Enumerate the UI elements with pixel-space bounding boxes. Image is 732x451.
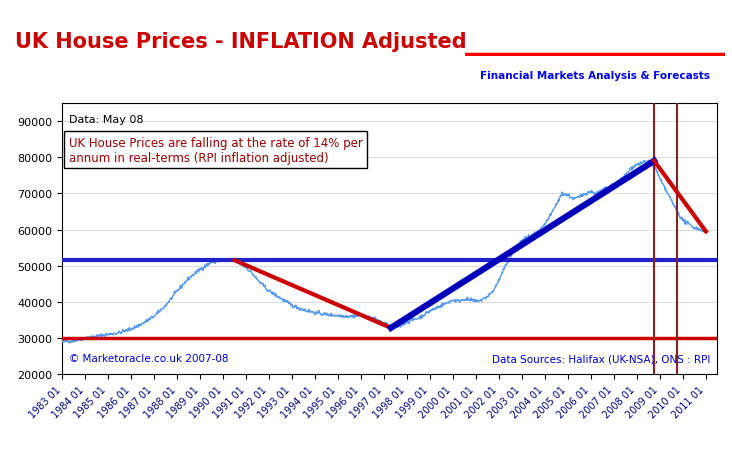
- Text: © Marketoracle.co.uk 2007-08: © Marketoracle.co.uk 2007-08: [69, 354, 228, 364]
- Text: Financial Markets Analysis & Forecasts: Financial Markets Analysis & Forecasts: [479, 71, 710, 81]
- Text: Data: May 08: Data: May 08: [69, 115, 143, 124]
- Text: UK House Prices are falling at the rate of 14% per
annum in real-terms (RPI infl: UK House Prices are falling at the rate …: [69, 136, 362, 164]
- Text: MarketOracle.co.uk: MarketOracle.co.uk: [516, 23, 684, 38]
- Text: UK House Prices - INFLATION Adjusted: UK House Prices - INFLATION Adjusted: [15, 32, 466, 51]
- Text: Data Sources: Halifax (UK-NSA), ONS : RPI: Data Sources: Halifax (UK-NSA), ONS : RP…: [493, 354, 711, 364]
